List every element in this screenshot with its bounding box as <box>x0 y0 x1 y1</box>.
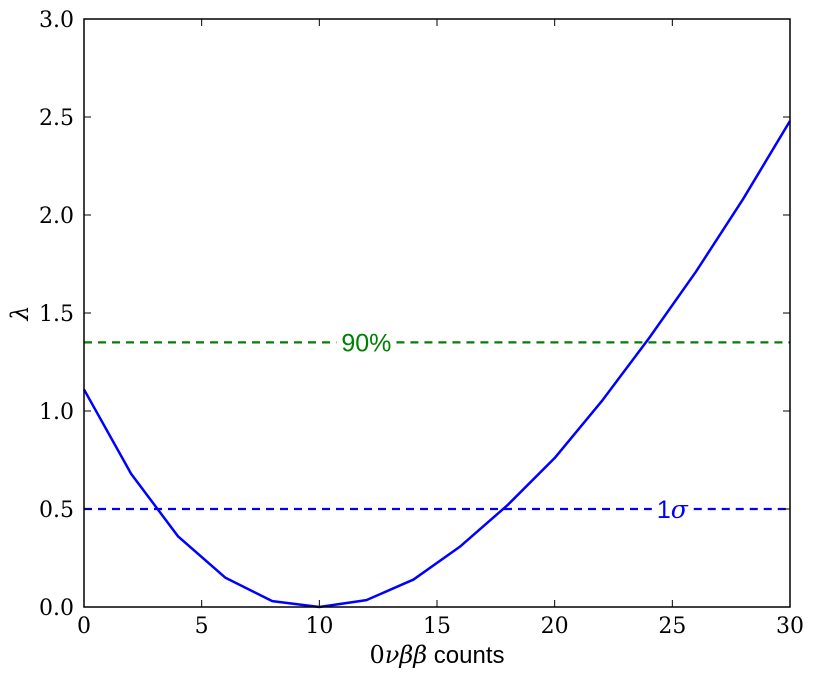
axis-ticks: 0 5 10 15 20 25 30 0.0 0.5 1.0 1.5 2.0 2.5 3.0 <box>39 8 804 639</box>
x-axis-label-math-zero: 0 <box>369 641 384 669</box>
x-axis-label-text: counts <box>427 642 504 669</box>
x-tick-label: 30 <box>776 614 804 639</box>
reference-line-label-symbol: σ <box>671 495 689 524</box>
y-tick-label: 2.5 <box>39 106 74 131</box>
x-tick-label: 25 <box>658 614 686 639</box>
y-tick-label: 3.0 <box>39 8 74 33</box>
series-line <box>82 120 792 609</box>
x-tick-label: 5 <box>195 614 209 639</box>
y-tick-label: 1.0 <box>39 400 74 425</box>
reference-line-label: 90% <box>341 329 391 357</box>
x-tick-label: 10 <box>305 614 333 639</box>
series-group <box>82 120 792 609</box>
reference-line-label-number: 1 <box>657 496 671 524</box>
x-tick-label: 20 <box>541 614 569 639</box>
reference-labels: 90% 1σ <box>341 329 688 524</box>
y-tick-label: 0.5 <box>39 498 74 523</box>
x-tick-label: 0 <box>77 614 91 639</box>
x-tick-label: 15 <box>423 614 451 639</box>
y-axis-label: λ <box>6 305 34 321</box>
y-tick-label: 1.5 <box>39 302 74 327</box>
y-tick-label: 2.0 <box>39 204 74 229</box>
x-axis-label-math: νββ <box>385 641 427 669</box>
x-axis-label: 0νββ counts <box>369 641 504 669</box>
reference-line-label: 1σ <box>657 495 689 524</box>
reference-lines <box>84 341 790 511</box>
y-tick-label: 0.0 <box>39 596 74 621</box>
